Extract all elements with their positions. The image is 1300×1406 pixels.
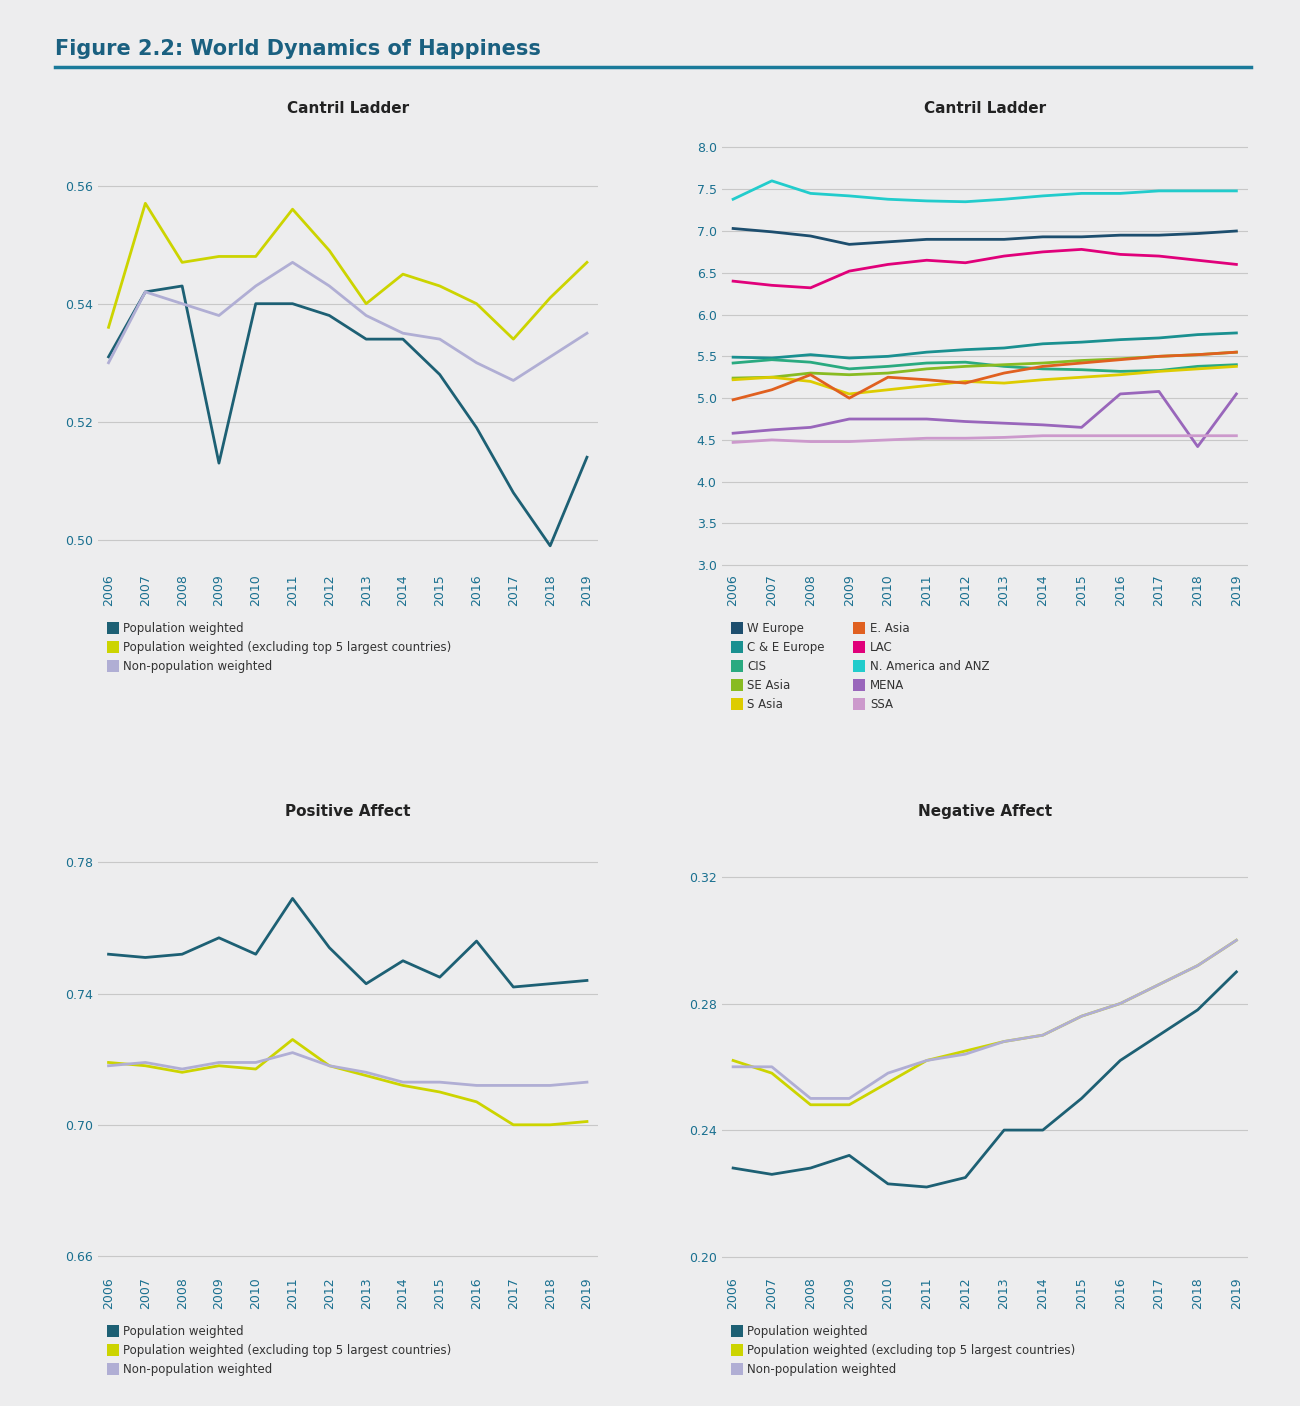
Legend: W Europe, C & E Europe, CIS, SE Asia, S Asia, E. Asia, LAC, N. America and ANZ, : W Europe, C & E Europe, CIS, SE Asia, S … (728, 617, 994, 716)
Legend: Population weighted, Population weighted (excluding top 5 largest countries), No: Population weighted, Population weighted… (104, 617, 456, 678)
Title: Negative Affect: Negative Affect (918, 804, 1052, 818)
Text: Figure 2.2: World Dynamics of Happiness: Figure 2.2: World Dynamics of Happiness (55, 39, 541, 59)
Legend: Population weighted, Population weighted (excluding top 5 largest countries), No: Population weighted, Population weighted… (104, 1320, 456, 1381)
Title: Cantril Ladder: Cantril Ladder (287, 101, 408, 115)
Title: Positive Affect: Positive Affect (285, 804, 411, 818)
Title: Cantril Ladder: Cantril Ladder (924, 101, 1045, 115)
Legend: Population weighted, Population weighted (excluding top 5 largest countries), No: Population weighted, Population weighted… (728, 1320, 1080, 1381)
